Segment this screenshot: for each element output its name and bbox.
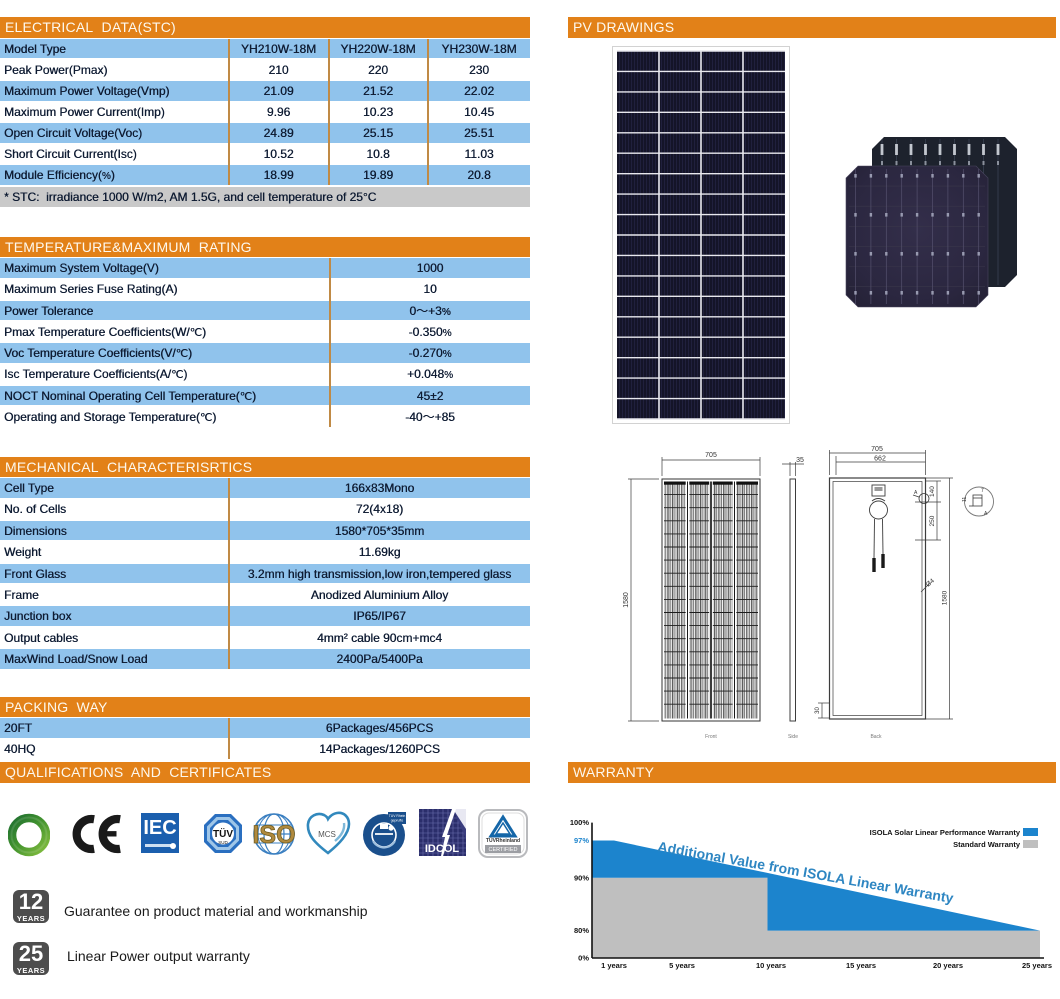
svg-text:1580: 1580 [942, 590, 949, 605]
svg-text:A: A [984, 511, 988, 517]
svg-text:11: 11 [962, 497, 968, 502]
svg-text:90%: 90% [574, 873, 589, 882]
svg-text:250: 250 [929, 515, 936, 526]
svg-text:TÜVRheinland: TÜVRheinland [486, 837, 520, 844]
svg-text:10 years: 10 years [756, 961, 786, 970]
svg-text:35: 35 [796, 457, 804, 464]
svg-text:Side: Side [788, 734, 798, 740]
svg-text:geprufte: geprufte [391, 819, 404, 823]
svg-text:Standard Warranty: Standard Warranty [953, 840, 1021, 849]
svg-text:A: A [914, 490, 918, 496]
svg-text:662: 662 [874, 456, 886, 463]
svg-text:100%: 100% [570, 818, 590, 827]
svg-text:Ø4: Ø4 [925, 577, 936, 588]
svg-text:705: 705 [871, 446, 883, 453]
svg-text:Front: Front [705, 734, 717, 740]
svg-text:30: 30 [815, 707, 821, 714]
svg-text:20 years: 20 years [933, 961, 963, 970]
svg-text:15 years: 15 years [846, 961, 876, 970]
svg-text:TÜV: TÜV [213, 827, 233, 840]
svg-text:140: 140 [929, 486, 936, 497]
svg-text:ISO: ISO [252, 821, 295, 849]
svg-text:25 years: 25 years [1022, 961, 1052, 970]
svg-text:80%: 80% [574, 926, 589, 935]
svg-text:1580: 1580 [623, 592, 630, 608]
svg-text:TUV Rhein: TUV Rhein [389, 814, 406, 818]
svg-text:ISOLA Solar Linear Performance: ISOLA Solar Linear Performance Warranty [870, 828, 1021, 837]
svg-text:5 years: 5 years [669, 961, 695, 970]
svg-text:MCS: MCS [318, 830, 336, 839]
svg-text:1 years: 1 years [601, 961, 627, 970]
svg-text:IDCOL: IDCOL [425, 843, 460, 855]
svg-text:0%: 0% [578, 954, 589, 963]
svg-text:97%: 97% [574, 836, 589, 845]
svg-text:CERTIFIED: CERTIFIED [489, 847, 518, 853]
svg-text:SUD: SUD [218, 840, 228, 845]
svg-text:Back: Back [870, 734, 882, 740]
svg-text:7: 7 [981, 488, 984, 494]
svg-text:705: 705 [705, 452, 717, 459]
